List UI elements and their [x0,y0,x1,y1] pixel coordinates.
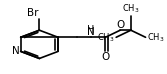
Text: H: H [87,25,95,35]
Text: CH$_3$: CH$_3$ [147,31,164,44]
Text: N: N [87,27,95,37]
Text: CH$_3$: CH$_3$ [122,2,140,15]
Text: N: N [12,46,20,56]
Text: CH$_3$: CH$_3$ [97,31,115,44]
Text: Br: Br [27,8,38,18]
Text: O: O [101,52,110,62]
Text: O: O [116,20,124,30]
